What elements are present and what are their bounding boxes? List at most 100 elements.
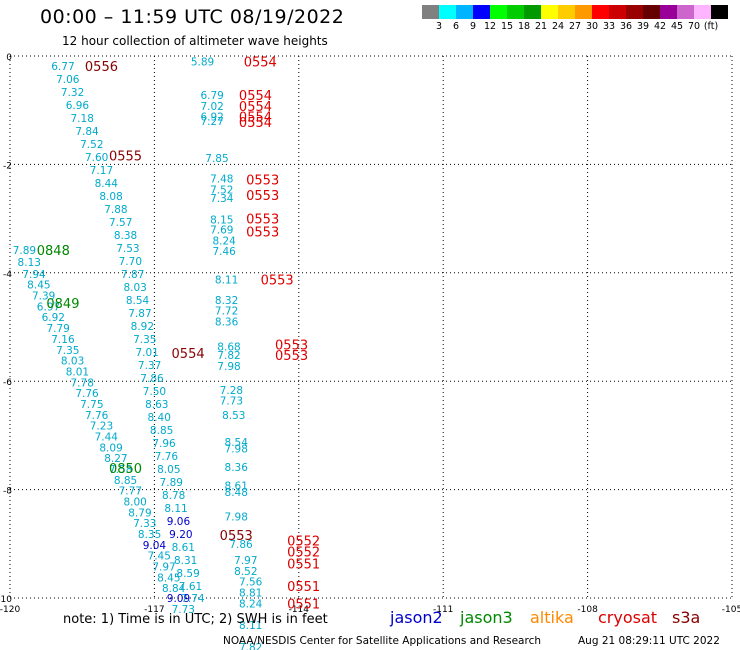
x-tick-label: -105 <box>722 605 740 615</box>
legend-label: 36 <box>619 21 633 32</box>
legend-label: 24 <box>551 21 565 32</box>
y-tick-label: -2 <box>3 161 12 171</box>
swh-value: 8.40 <box>148 412 171 424</box>
legend-label: 30 <box>585 21 599 32</box>
pass-time-label: 0553 <box>275 349 308 364</box>
swh-value: 8.01 <box>66 366 89 378</box>
pass-time-label: 0553 <box>261 273 294 288</box>
swh-value: 7.74 <box>181 593 205 605</box>
swh-value: 7.73 <box>220 396 243 408</box>
legend-label: 18 <box>517 21 531 32</box>
swh-value: 8.03 <box>123 282 146 294</box>
swh-value: 7.27 <box>200 116 223 128</box>
swh-value: 7.86 <box>140 373 164 385</box>
swh-value: 7.01 <box>135 347 158 359</box>
swh-value: 6.97 <box>37 301 60 313</box>
pass-time-label: 0554 <box>172 347 205 362</box>
swh-value: 6.79 <box>200 90 223 102</box>
pass-time-label: 0553 <box>246 213 279 228</box>
swh-value: 7.23 <box>90 421 113 433</box>
legend-swatch <box>473 5 490 19</box>
generated-timestamp: Aug 21 08:29:11 UTC 2022 <box>578 635 720 647</box>
swh-value: 7.89 <box>13 245 36 257</box>
swh-value: 7.89 <box>160 477 183 489</box>
swh-value: 7.96 <box>152 438 176 450</box>
swh-value: 7.48 <box>210 173 233 185</box>
swh-value: 7.35 <box>133 334 156 346</box>
swh-value: 7.45 <box>148 551 171 563</box>
swh-value: 7.77 <box>119 486 142 498</box>
swh-value: 7.75 <box>80 399 103 411</box>
swh-value: 8.31 <box>174 555 197 567</box>
swh-value: 7.46 <box>212 246 236 258</box>
swh-value: 7.76 <box>75 388 99 400</box>
swh-value: 8.59 <box>176 568 199 580</box>
swh-value: 8.15 <box>210 215 233 227</box>
legend-swatch <box>694 5 711 19</box>
swh-value: 8.38 <box>114 230 137 242</box>
swh-value: 7.16 <box>51 334 75 346</box>
x-tick-label: -111 <box>433 605 453 615</box>
swh-value: 7.18 <box>71 113 94 125</box>
legend-label: 9 <box>469 21 477 32</box>
legend-label: 6 <box>452 21 460 32</box>
pass-time-label: 0554 <box>244 55 277 70</box>
swh-value: 7.76 <box>155 451 179 463</box>
legend-swatch <box>592 5 609 19</box>
map-subtitle: 12 hour collection of altimeter wave hei… <box>62 34 328 48</box>
pass-time-label: 0850 <box>109 462 142 477</box>
legend-label: 42 <box>653 21 667 32</box>
pass-time-label: 0554 <box>239 116 272 131</box>
swh-value: 8.36 <box>225 462 249 474</box>
y-tick-label: 0 <box>6 53 12 63</box>
swh-value: 7.06 <box>56 74 80 86</box>
legend-swatch <box>711 5 728 19</box>
swh-value: 7.28 <box>220 385 243 397</box>
swh-value: 7.61 <box>179 581 202 593</box>
swh-value: 8.09 <box>99 442 122 454</box>
y-tick-label: -8 <box>3 487 12 497</box>
swh-value: 7.72 <box>215 306 238 318</box>
legend-swatch <box>490 5 507 19</box>
swh-value: 8.00 <box>123 497 146 509</box>
swh-value: 7.97 <box>152 562 175 574</box>
color-scale-legend <box>422 5 728 19</box>
swh-value: 7.34 <box>210 193 234 205</box>
legend-swatch <box>609 5 626 19</box>
legend-swatch <box>558 5 575 19</box>
swh-value: 8.79 <box>128 507 151 519</box>
swh-value: 8.48 <box>225 487 248 499</box>
pass-time-label: 0553 <box>246 189 279 204</box>
swh-value: 7.73 <box>172 604 195 616</box>
pass-time-label: 0554 <box>239 100 272 115</box>
pass-time-label: 0551 <box>287 580 320 595</box>
swh-value: 7.50 <box>143 386 166 398</box>
y-tick-label: -6 <box>3 378 12 388</box>
swh-value: 6.77 <box>51 61 74 73</box>
x-tick-label: -120 <box>0 605 20 615</box>
pass-time-label: 0849 <box>46 297 79 312</box>
swh-value: 8.03 <box>61 356 84 368</box>
satellite-legend-s3a: s3a <box>672 608 701 627</box>
legend-label: 3 <box>435 21 443 32</box>
swh-value: 8.24 <box>239 598 263 610</box>
legend-label: 70 <box>687 21 701 32</box>
swh-value: 7.85 <box>205 153 228 165</box>
swh-value: 8.61 <box>225 480 248 492</box>
x-tick-label: -117 <box>144 605 164 615</box>
legend-label: 27 <box>568 21 582 32</box>
footer-note: note: 1) Time is in UTC; 2) SWH is in fe… <box>63 612 328 627</box>
swh-value: 7.88 <box>104 204 127 216</box>
pass-time-label: 0554 <box>239 89 272 104</box>
swh-value: 7.52 <box>210 184 233 196</box>
pass-time-label: 0552 <box>287 535 320 550</box>
swh-value: 8.44 <box>95 178 119 190</box>
swh-value: 8.11 <box>215 274 238 286</box>
y-tick-label: -4 <box>3 270 12 280</box>
swh-value: 7.32 <box>61 87 84 99</box>
swh-value: 9.04 <box>143 540 167 552</box>
swh-value: 8.36 <box>215 317 239 329</box>
swh-value: 8.24 <box>212 235 236 247</box>
swh-value: 7.35 <box>56 345 79 357</box>
swh-value: 6.92 <box>42 312 65 324</box>
